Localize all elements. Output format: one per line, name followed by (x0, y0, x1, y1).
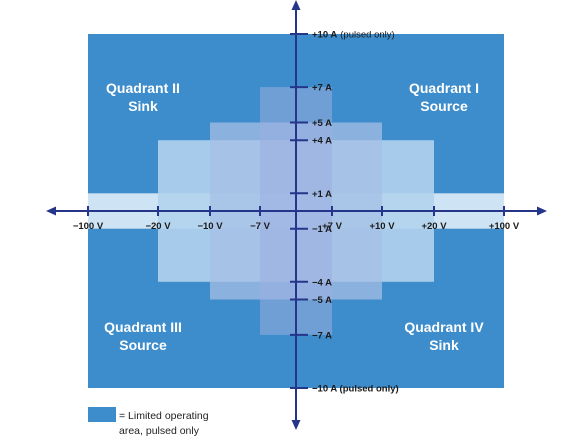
current-tick-label: +10 A (pulsed only) (312, 30, 395, 41)
current-tick-label: +1 A (312, 189, 332, 200)
voltage-axis-left-arrowhead (46, 206, 56, 216)
current-tick-label: −4 A (312, 277, 332, 288)
current-tick-label: −1 A (312, 224, 332, 235)
current-axis-top-arrowhead (291, 0, 301, 10)
quadrant-3-mode: Source (119, 337, 167, 353)
quadrant-4-mode: Sink (429, 337, 459, 353)
voltage-tick-label: +7 V (322, 221, 342, 232)
axes (46, 0, 547, 430)
current-tick-label: +4 A (312, 136, 332, 147)
voltage-axis-right-arrowhead (537, 206, 547, 216)
legend-swatch (88, 407, 116, 422)
voltage-ticks: −100 V −20 V −10 V −7 V +7 V +10 V +20 V +100 V (73, 206, 520, 232)
current-tick-label: −7 A (312, 330, 332, 341)
voltage-tick-label: +100 V (489, 221, 520, 232)
current-tick-label: −5 A (312, 295, 332, 306)
quadrant-2-mode: Sink (128, 98, 158, 114)
voltage-tick-label: −20 V (145, 221, 171, 232)
quadrant-2-title: Quadrant II (106, 80, 180, 96)
legend-label-line1: = Limited operating (119, 410, 209, 422)
current-tick-label: −10 A (pulsed only) (312, 384, 399, 395)
quadrant-4-title: Quadrant IV (404, 319, 484, 335)
current-tick-label: +7 A (312, 83, 332, 94)
voltage-tick-label: +10 V (369, 221, 395, 232)
voltage-tick-label: −10 V (197, 221, 223, 232)
current-tick-label: +5 A (312, 118, 332, 129)
voltage-tick-label: −100 V (73, 221, 104, 232)
current-ticks: +10 A (pulsed only) +7 A +5 A +4 A +1 A −1 A −4… (290, 30, 399, 395)
voltage-tick-label: +20 V (421, 221, 447, 232)
quadrant-1-mode: Source (420, 98, 468, 114)
quadrant-1-title: Quadrant I (409, 80, 479, 96)
current-axis-bottom-arrowhead (291, 420, 301, 430)
legend-label-line2: area, pulsed only (119, 425, 200, 437)
voltage-tick-label: −7 V (250, 221, 270, 232)
legend: = Limited operating area, pulsed only (88, 407, 209, 437)
quadrant-3-title: Quadrant III (104, 319, 182, 335)
current-tick-note: (pulsed only) (340, 30, 394, 41)
